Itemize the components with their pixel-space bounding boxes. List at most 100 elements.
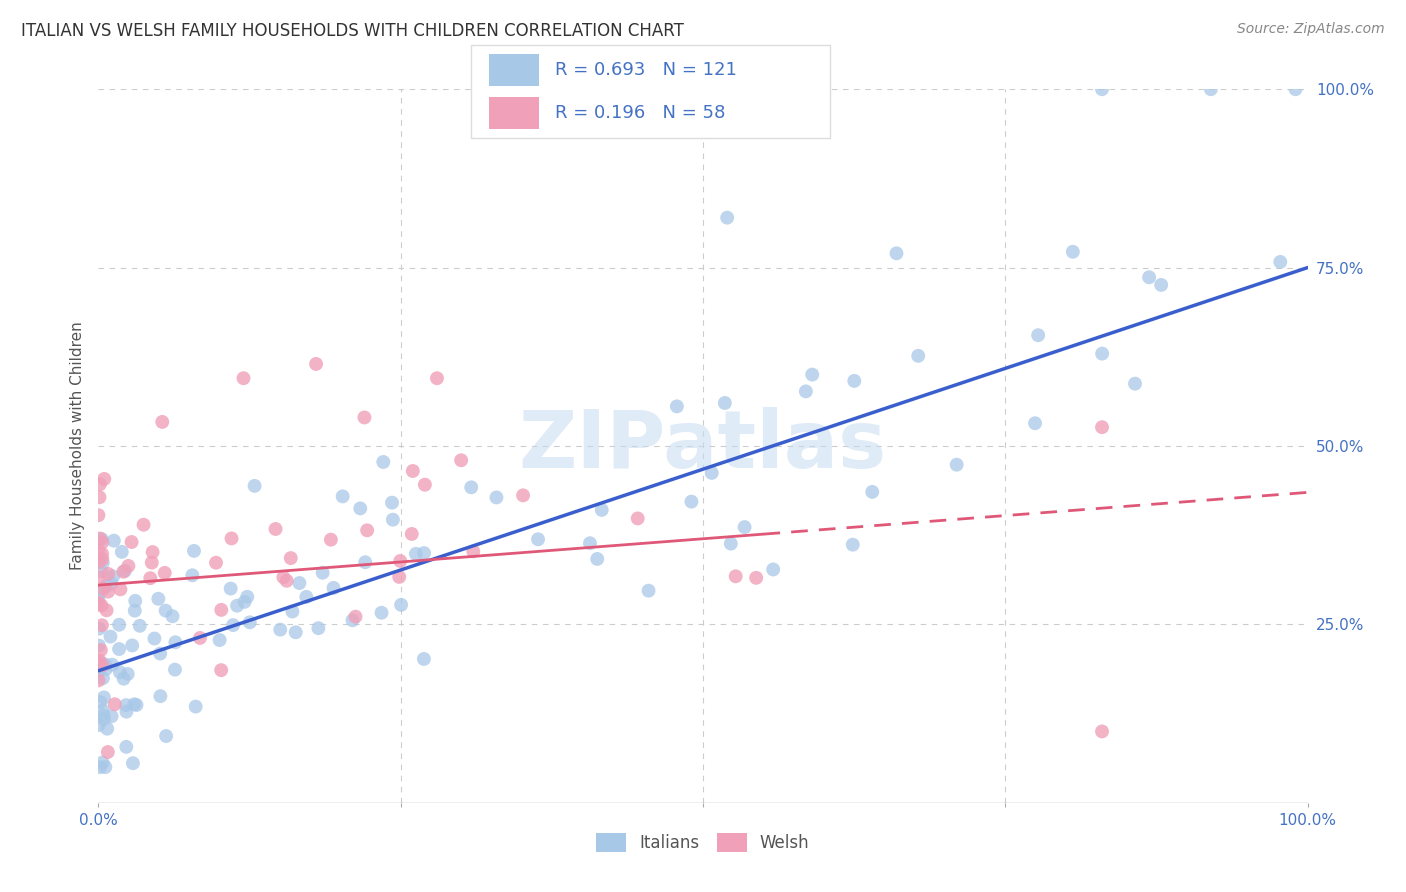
Point	[1284, 82, 1306, 96]
Point	[90, 599, 112, 613]
Point	[117, 558, 139, 573]
Point	[413, 477, 436, 491]
Point	[700, 466, 723, 480]
Point	[307, 621, 329, 635]
Point	[87, 596, 110, 610]
Point	[370, 606, 392, 620]
Point	[219, 582, 242, 596]
Point	[239, 615, 262, 630]
Point	[111, 545, 134, 559]
Point	[1091, 420, 1114, 434]
Point	[389, 598, 412, 612]
Point	[273, 570, 295, 584]
Point	[117, 667, 139, 681]
FancyBboxPatch shape	[489, 97, 538, 129]
Point	[388, 570, 411, 584]
Point	[87, 592, 110, 607]
Point	[100, 709, 122, 723]
Point	[122, 756, 145, 771]
Point	[381, 495, 404, 509]
Point	[104, 698, 127, 712]
Point	[100, 630, 122, 644]
Point	[124, 604, 146, 618]
Point	[89, 695, 111, 709]
Point	[1091, 82, 1114, 96]
Point	[208, 633, 231, 648]
Point	[149, 689, 172, 703]
Point	[87, 718, 110, 732]
Point	[94, 657, 117, 672]
Point	[1091, 346, 1114, 360]
Point	[153, 566, 176, 580]
Point	[356, 524, 378, 538]
Point	[93, 712, 115, 726]
Point	[90, 564, 112, 578]
Point	[142, 545, 165, 559]
Point	[108, 642, 131, 657]
Point	[381, 513, 404, 527]
Point	[460, 480, 482, 494]
Point	[332, 489, 354, 503]
Point	[426, 371, 449, 385]
Point	[413, 546, 436, 560]
Point	[101, 657, 124, 672]
Point	[322, 581, 344, 595]
Point	[264, 522, 287, 536]
Point	[114, 564, 136, 578]
Point	[96, 603, 118, 617]
Point	[155, 729, 177, 743]
Point	[112, 565, 135, 579]
Point	[139, 571, 162, 585]
Point	[226, 599, 249, 613]
Point	[110, 582, 132, 597]
Point	[87, 597, 110, 611]
Point	[205, 556, 228, 570]
Point	[91, 658, 114, 673]
Point	[91, 657, 114, 671]
Point	[401, 527, 423, 541]
Point	[681, 494, 703, 508]
Point	[1024, 416, 1046, 430]
Text: Source: ZipAtlas.com: Source: ZipAtlas.com	[1237, 22, 1385, 37]
FancyBboxPatch shape	[471, 45, 830, 138]
Point	[89, 760, 111, 774]
Point	[94, 760, 117, 774]
Point	[354, 555, 377, 569]
Point	[91, 535, 114, 549]
Point	[389, 554, 412, 568]
Point	[734, 520, 756, 534]
Point	[122, 698, 145, 712]
Point	[281, 605, 304, 619]
Point	[87, 508, 110, 523]
Point	[342, 613, 364, 627]
Y-axis label: Family Households with Children: Family Households with Children	[69, 322, 84, 570]
Point	[724, 569, 747, 583]
Point	[886, 246, 908, 260]
Point	[125, 698, 148, 712]
Point	[714, 396, 737, 410]
Point	[97, 745, 120, 759]
Point	[87, 663, 110, 677]
Point	[91, 671, 114, 685]
Point	[319, 533, 342, 547]
Point	[591, 503, 613, 517]
Point	[89, 491, 111, 505]
Point	[413, 652, 436, 666]
Point	[1091, 724, 1114, 739]
Point	[305, 357, 328, 371]
Point	[209, 663, 232, 677]
Point	[284, 625, 307, 640]
Point	[222, 618, 245, 632]
Point	[844, 374, 866, 388]
Point	[124, 594, 146, 608]
Point	[91, 552, 114, 566]
Point	[87, 639, 110, 653]
Point	[112, 672, 135, 686]
Point	[89, 654, 111, 668]
Point	[121, 639, 143, 653]
Text: ZIPatlas: ZIPatlas	[519, 407, 887, 485]
Point	[89, 570, 111, 584]
Point	[720, 536, 742, 550]
Point	[243, 479, 266, 493]
Point	[108, 617, 131, 632]
